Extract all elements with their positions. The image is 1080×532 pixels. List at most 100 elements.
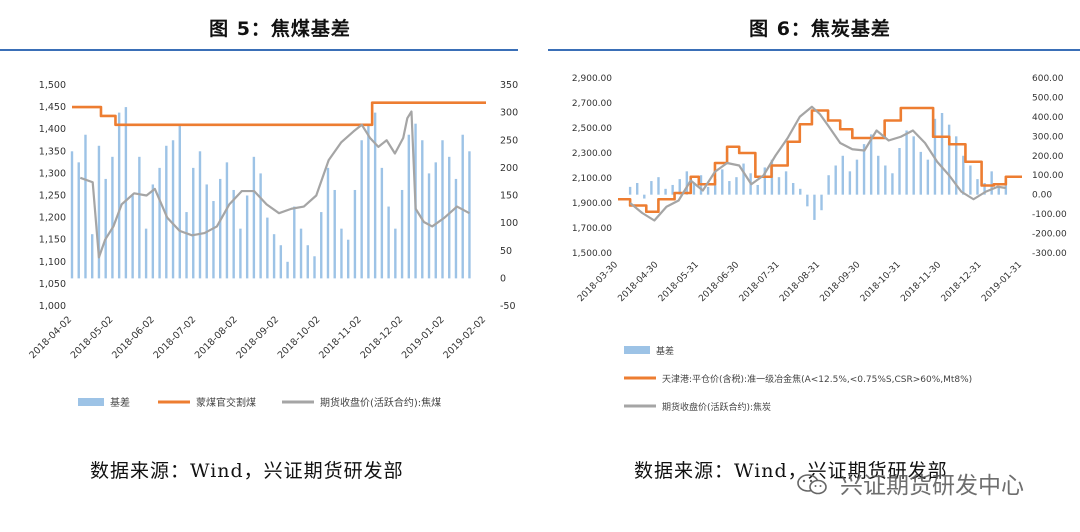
basis-bar [360,140,363,279]
basis-bar [671,184,674,195]
basis-bar [380,167,384,279]
basis-bar [820,194,823,211]
basis-bar [657,177,660,195]
basis-bar [848,171,852,195]
basis-bar [394,228,397,279]
basis-bar [869,134,873,195]
right-axis-tick-label: 0.00 [1032,191,1052,201]
basis-bar [891,173,894,195]
legend-label: 期货收盘价(活跃合约):焦煤 [320,396,441,409]
basis-bar [266,217,269,279]
basis-bar [400,189,404,279]
basis-bar [144,228,148,279]
left-axis-tick-label: 1,350 [39,146,66,157]
basis-bar [976,179,979,195]
basis-bar [70,151,74,279]
x-axis-tick-label: 2018-11-02 [317,314,364,361]
basis-bar [185,212,188,279]
legend-label: 天津港:平仓价(含税):准一级冶金焦(A<12.5%,<0.75%S,CSR>6… [662,373,972,385]
right-axis-tick-label: 200.00 [1032,152,1064,162]
figure-5-title: 图 5：焦煤基差 [209,18,351,40]
basis-bar [997,186,1000,195]
basis-bar [955,136,958,195]
basis-bar [448,156,451,279]
basis-bar [468,151,471,279]
basis-bar [407,134,411,279]
basis-bar [138,156,141,279]
basis-bar [926,159,930,195]
basis-bar [198,151,202,279]
x-axis-tick-label: 2018-12-31 [940,260,984,304]
legend-label: 基差 [656,345,674,357]
basis-bar [862,144,866,195]
basis-bar [947,124,951,195]
left-axis-tick-label: 1,250 [39,191,66,202]
left-axis-tick-label: 1,200 [39,213,66,224]
basis-bar [320,212,323,279]
basis-bar [293,206,296,279]
basis-bar [151,184,155,279]
left-axis-tick-label: 2,100.00 [572,174,612,184]
basis-bar [777,177,781,195]
x-axis-tick-label: 2018-05-02 [69,314,116,361]
basis-bar [706,186,710,195]
legend-label: 蒙煤官交割煤 [196,396,256,409]
legend-swatch-basis [78,398,104,406]
basis-bar [104,178,107,279]
basis-bar [461,134,464,279]
basis-bar [131,195,134,279]
basis-bar [827,175,830,195]
basis-bar [124,107,128,279]
basis-bar [97,145,101,279]
x-axis-tick-label: 2018-04-30 [616,260,660,304]
right-axis-tick-label: -50 [500,301,516,312]
x-axis-tick-label: 2018-06-02 [110,314,157,361]
basis-bar [218,178,222,279]
basis-bar [245,195,249,279]
basis-bar [299,228,303,279]
right-axis-tick-label: -200.00 [1032,230,1067,240]
basis-bar [912,136,915,195]
basis-bar [756,184,759,195]
right-axis-tick-label: 600.00 [1032,74,1064,84]
basis-bar [239,228,242,279]
basis-bar [232,189,235,279]
right-axis-tick-label: 0 [500,273,506,284]
left-axis-tick-label: 1,300 [39,168,66,179]
figure-6-source: 数据来源：Wind，兴证期货研发部 [634,460,948,482]
figure-5-source: 数据来源：Wind，兴证期货研发部 [90,460,404,482]
chart-coke-basis: 2,900.00 2,700.00 2,500.00 2,300.00 2,100.00… [572,74,1067,413]
basis-bar [855,159,859,195]
left-axis-tick-label: 1,500.00 [572,249,612,259]
legend-label: 期货收盘价(活跃合约):焦炭 [662,401,771,413]
wechat-icon [797,474,827,495]
x-axis-tick-label: 2018-12-02 [358,314,405,361]
basis-bar [373,112,377,279]
x-axis-tick-label: 2018-08-02 [193,314,240,361]
right-axis-tick-label: -100.00 [1032,210,1067,220]
basis-bar [728,181,731,195]
x-axis-tick-label: 2018-08-31 [778,260,822,304]
basis-bar [333,189,336,279]
left-axis-tick-label: 1,900.00 [572,199,612,209]
basis-bar [650,181,653,195]
basis-bar [799,188,802,195]
x-axis-tick-label: 2018-07-02 [151,314,198,361]
x-axis-tick-label: 2019-01-31 [980,260,1024,304]
right-axis-tick-label: 50 [500,246,512,257]
left-axis-tick-label: 1,400 [39,124,66,135]
basis-bar [111,156,114,279]
basis-bar [454,178,458,279]
basis-bar [841,155,844,195]
right-axis-tick-label: 150 [500,191,518,202]
right-axis-tick-label: 300 [500,108,518,119]
legend-swatch-basis [624,346,650,354]
right-axis-tick-label: 250 [500,135,518,146]
basis-bar [643,194,646,199]
basis-bar [877,155,880,195]
basis-bar [313,256,316,279]
left-axis-tick-label: 1,150 [39,235,66,246]
basis-bar [212,201,215,279]
basis-bar [763,167,767,195]
basis-bar [192,167,195,279]
